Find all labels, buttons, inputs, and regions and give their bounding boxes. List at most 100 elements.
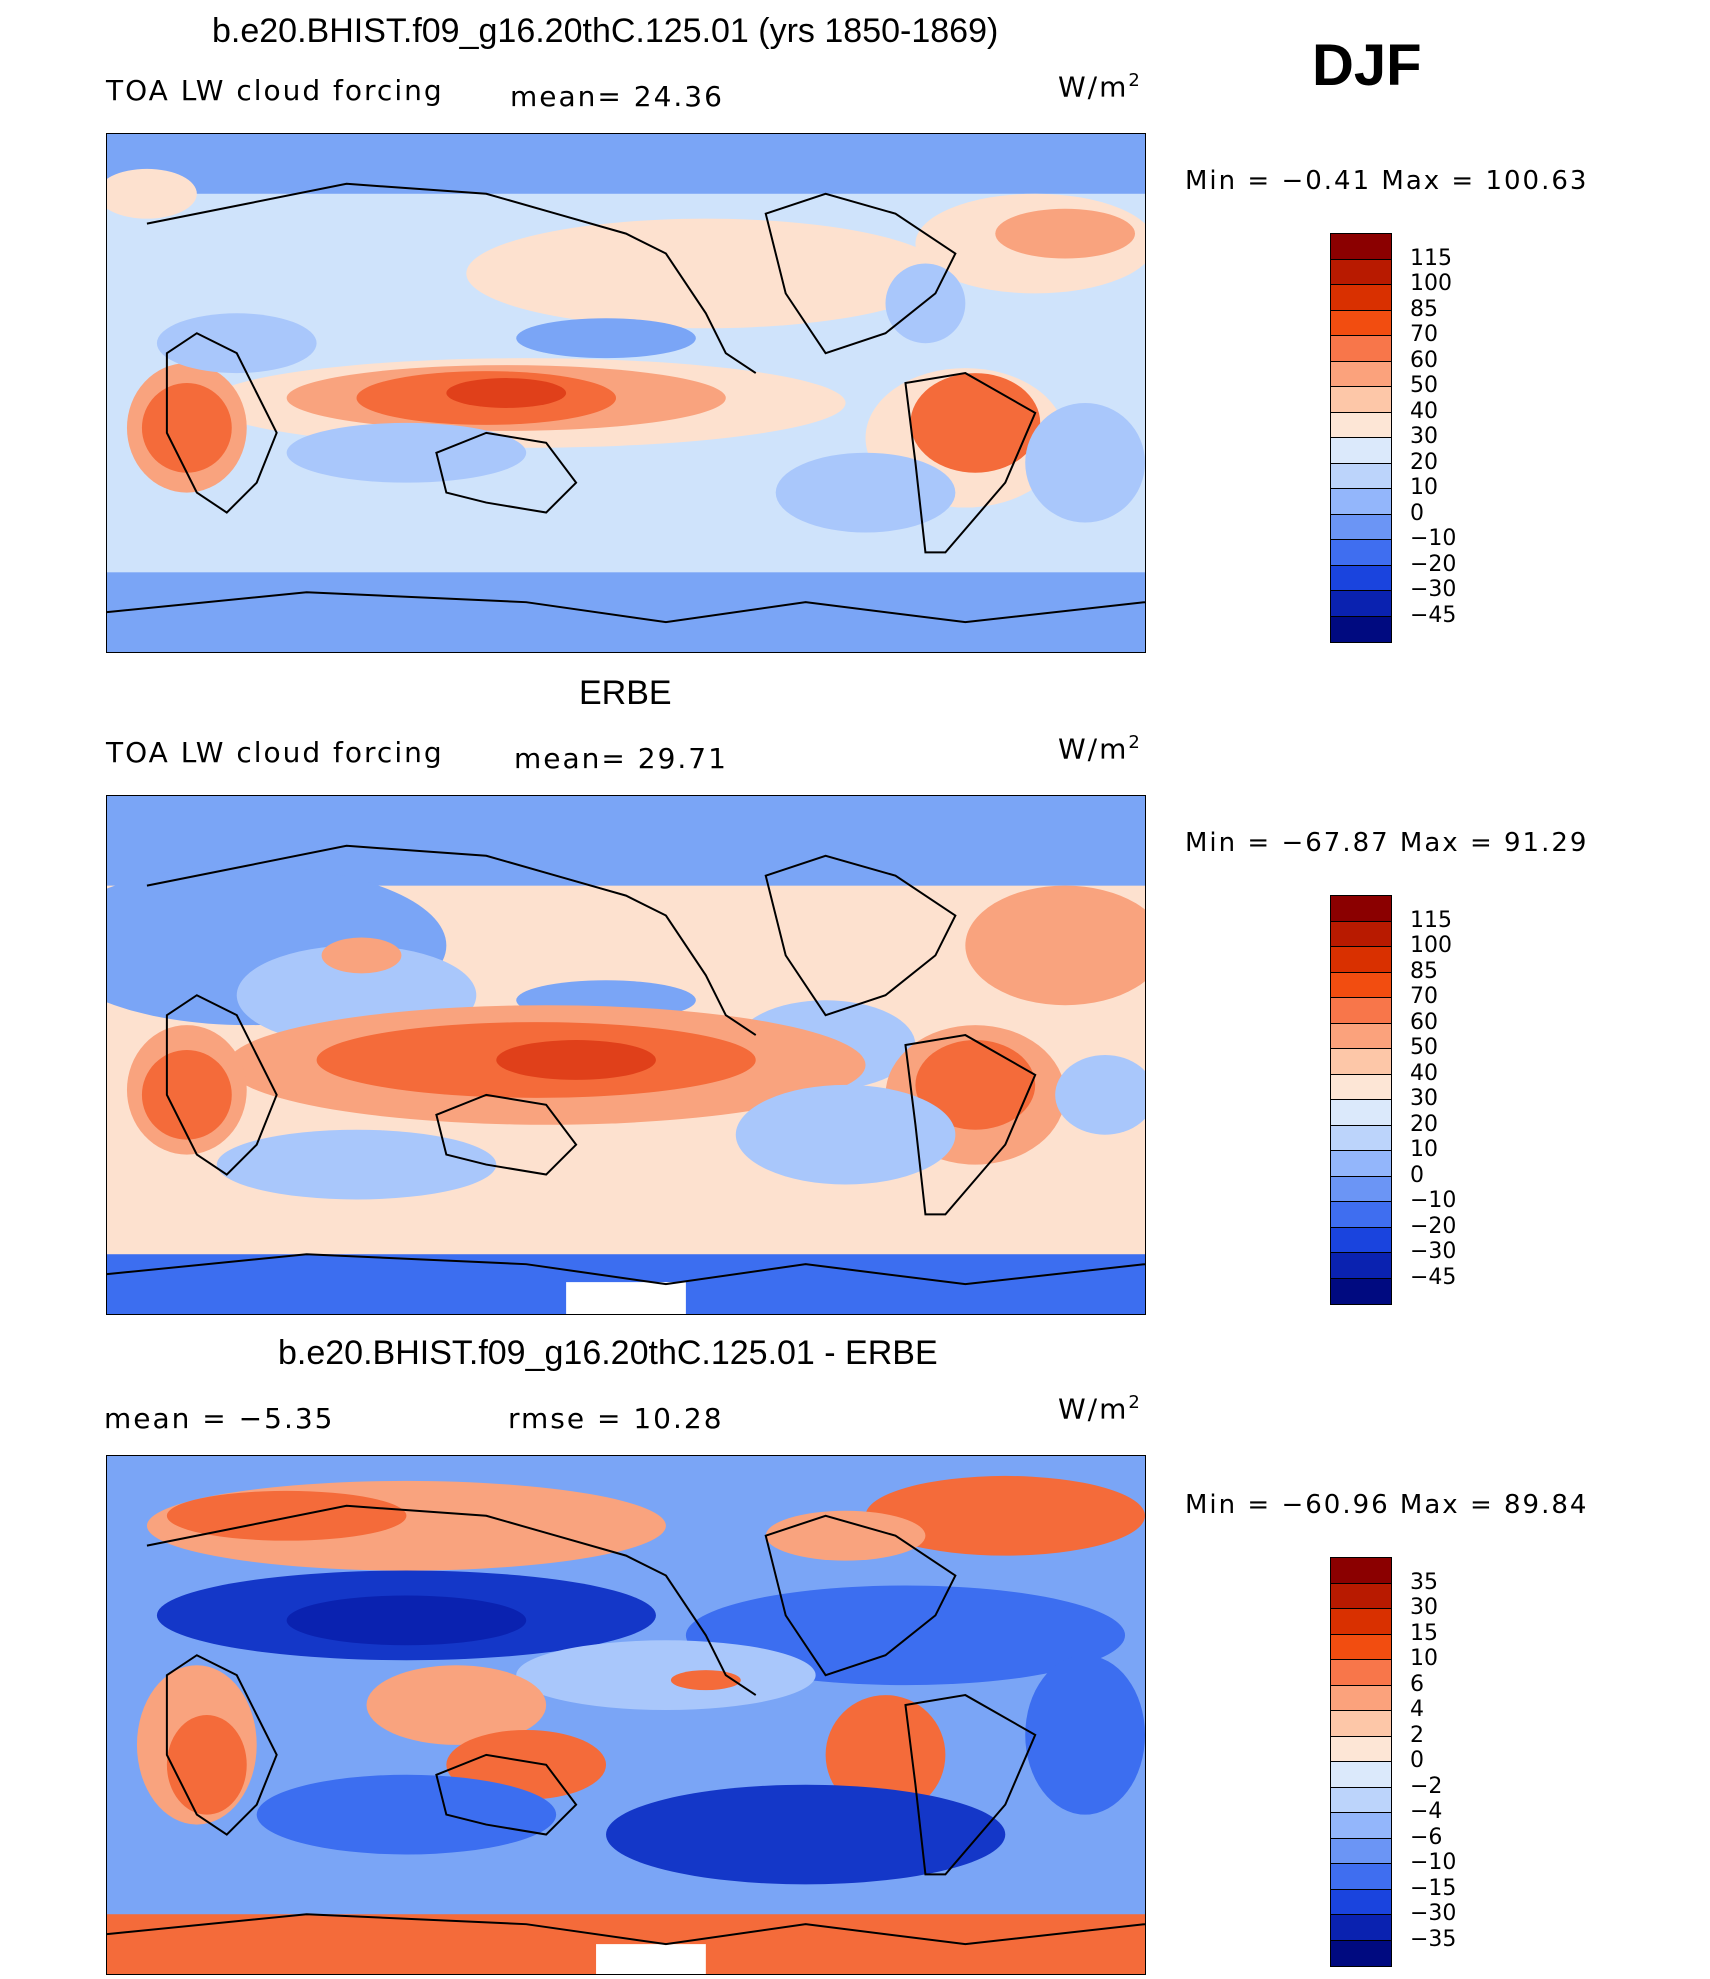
colorbar-tick-label: 70 — [1410, 322, 1438, 347]
colorbar-tick-label: 40 — [1410, 1060, 1438, 1086]
colorbar-swatch — [1331, 1940, 1391, 1966]
panel1-colorbar — [1330, 233, 1392, 643]
panel2-colorbar — [1330, 895, 1392, 1305]
colorbar-tick-label: 115 — [1410, 245, 1452, 271]
colorbar-tick-label: 115 — [1410, 907, 1452, 933]
colorbar-tick-label: −20 — [1410, 1213, 1457, 1239]
colorbar-tick-label: 0 — [1410, 1162, 1424, 1188]
panel1-map — [106, 133, 1146, 653]
colorbar-swatch — [1331, 1049, 1391, 1075]
colorbar-tick-label: 6 — [1410, 1671, 1424, 1697]
colorbar-swatch — [1331, 1660, 1391, 1686]
colorbar-tick-label: −35 — [1410, 1926, 1457, 1952]
panel3-title: b.e20.BHIST.f09_g16.20thC.125.01 - ERBE — [278, 1334, 938, 1372]
panel1-title: b.e20.BHIST.f09_g16.20thC.125.01 (yrs 18… — [212, 12, 999, 50]
colorbar-swatch — [1331, 1074, 1391, 1100]
colorbar-tick-label: −10 — [1410, 1188, 1457, 1213]
colorbar-swatch — [1331, 591, 1391, 617]
colorbar-tick-label: −20 — [1410, 551, 1457, 577]
colorbar-swatch — [1331, 310, 1391, 336]
colorbar-tick-label: 4 — [1410, 1697, 1424, 1722]
colorbar-tick-label: −6 — [1410, 1824, 1443, 1850]
colorbar-swatch — [1331, 1813, 1391, 1839]
colorbar-tick-label: 30 — [1410, 1086, 1438, 1111]
colorbar-tick-label: −4 — [1410, 1799, 1443, 1824]
colorbar-tick-label: −45 — [1410, 1264, 1457, 1290]
panel3-mean-label: mean = −5.35 — [104, 1402, 335, 1435]
panel2-map — [106, 795, 1146, 1315]
colorbar-tick-label: −10 — [1410, 526, 1457, 551]
panel2-map-field — [107, 796, 1145, 1314]
colorbar-swatch — [1331, 565, 1391, 591]
colorbar-tick-label: −10 — [1410, 1850, 1457, 1875]
colorbar-swatch — [1331, 1889, 1391, 1915]
colorbar-swatch — [1331, 1558, 1391, 1584]
panel1-variable-label: TOA LW cloud forcing — [106, 74, 444, 107]
colorbar-tick-label: 70 — [1410, 984, 1438, 1009]
colorbar-swatch — [1331, 540, 1391, 566]
panel1-units: W/m2 — [1058, 70, 1142, 104]
colorbar-swatch — [1331, 514, 1391, 540]
colorbar-tick-label: 60 — [1410, 1009, 1438, 1035]
colorbar-swatch — [1331, 336, 1391, 362]
colorbar-tick-label: 50 — [1410, 373, 1438, 398]
colorbar-tick-label: 0 — [1410, 1748, 1424, 1773]
colorbar-swatch — [1331, 998, 1391, 1024]
colorbar-tick-label: 15 — [1410, 1620, 1438, 1646]
panel2-variable-label: TOA LW cloud forcing — [106, 736, 444, 769]
colorbar-swatch — [1331, 361, 1391, 387]
colorbar-tick-label: 10 — [1410, 475, 1438, 500]
colorbar-swatch — [1331, 285, 1391, 311]
colorbar-swatch — [1331, 1125, 1391, 1151]
colorbar-tick-label: 85 — [1410, 296, 1438, 322]
colorbar-tick-label: 0 — [1410, 500, 1424, 526]
colorbar-swatch — [1331, 463, 1391, 489]
colorbar-tick-label: 85 — [1410, 958, 1438, 984]
colorbar-swatch — [1331, 921, 1391, 947]
colorbar-swatch — [1331, 1685, 1391, 1711]
colorbar-swatch — [1331, 1711, 1391, 1737]
colorbar-tick-label: 35 — [1410, 1569, 1438, 1595]
colorbar-tick-label: 10 — [1410, 1137, 1438, 1162]
colorbar-tick-label: 2 — [1410, 1722, 1424, 1748]
panel3-map — [106, 1455, 1146, 1975]
panel1-mean-label: mean= 24.36 — [510, 80, 724, 113]
colorbar-tick-label: −30 — [1410, 1239, 1457, 1264]
colorbar-tick-label: 50 — [1410, 1035, 1438, 1060]
colorbar-tick-label: 30 — [1410, 1595, 1438, 1620]
colorbar-swatch — [1331, 896, 1391, 922]
colorbar-tick-label: −2 — [1410, 1773, 1443, 1799]
colorbar-tick-label: 30 — [1410, 424, 1438, 449]
colorbar-swatch — [1331, 972, 1391, 998]
colorbar-swatch — [1331, 947, 1391, 973]
colorbar-swatch — [1331, 1253, 1391, 1279]
colorbar-tick-label: 100 — [1410, 271, 1452, 296]
colorbar-swatch — [1331, 259, 1391, 285]
colorbar-swatch — [1331, 234, 1391, 260]
panel3-colorbar — [1330, 1557, 1392, 1967]
colorbar-swatch — [1331, 1227, 1391, 1253]
colorbar-tick-label: −15 — [1410, 1875, 1457, 1901]
panel1-minmax: Min = −0.41 Max = 100.63 — [1185, 166, 1589, 196]
panel2-units: W/m2 — [1058, 732, 1142, 766]
colorbar-swatch — [1331, 1609, 1391, 1635]
colorbar-swatch — [1331, 387, 1391, 413]
panel3-units: W/m2 — [1058, 1392, 1142, 1426]
colorbar-swatch — [1331, 412, 1391, 438]
colorbar-swatch — [1331, 616, 1391, 642]
colorbar-tick-label: 60 — [1410, 347, 1438, 373]
colorbar-swatch — [1331, 1736, 1391, 1762]
colorbar-swatch — [1331, 1864, 1391, 1890]
colorbar-swatch — [1331, 1023, 1391, 1049]
colorbar-swatch — [1331, 1762, 1391, 1788]
colorbar-swatch — [1331, 1915, 1391, 1941]
colorbar-tick-label: −30 — [1410, 577, 1457, 602]
colorbar-swatch — [1331, 438, 1391, 464]
panel2-title: ERBE — [579, 674, 672, 712]
panel2-minmax: Min = −67.87 Max = 91.29 — [1185, 828, 1589, 858]
colorbar-tick-label: 10 — [1410, 1646, 1438, 1671]
colorbar-tick-label: 40 — [1410, 398, 1438, 424]
colorbar-swatch — [1331, 1100, 1391, 1126]
panel3-rmse-label: rmse = 10.28 — [508, 1402, 724, 1435]
colorbar-tick-label: −30 — [1410, 1901, 1457, 1926]
